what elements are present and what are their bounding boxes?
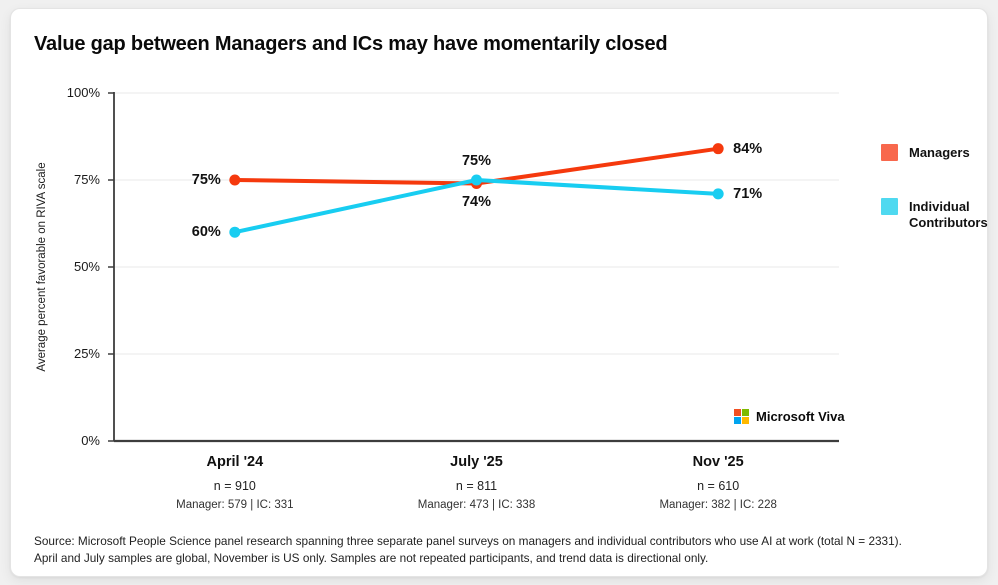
category-breakdown: Manager: 579 | IC: 331 (176, 499, 294, 511)
category-sample-size: n = 811 (455, 479, 498, 493)
microsoft-logo-square-blue (734, 417, 741, 424)
x-category-july-25: July '25 n = 811 Manager: 473 | IC: 338 (418, 454, 535, 511)
microsoft-logo-square-red (734, 409, 741, 416)
chart-card: Value gap between Managers and ICs may h… (10, 8, 988, 577)
managers-value-label-april-24: 75% (191, 172, 221, 188)
category-label: July '25 (450, 454, 503, 470)
y-tick-label-75: 75% (73, 172, 100, 187)
source-line-2: April and July samples are global, Novem… (34, 551, 709, 565)
legend-label-managers: Managers (909, 145, 970, 160)
microsoft-logo-square-green (742, 409, 749, 416)
managers-swatch (881, 144, 898, 161)
x-category-nov-25: Nov '25 n = 610 Manager: 382 | IC: 228 (659, 454, 776, 511)
individual-contributors-value-label-july-25: 75% (461, 153, 492, 169)
managers-point-april-24 (229, 174, 241, 186)
microsoft-logo-square-yellow (742, 417, 749, 424)
line-chart (108, 92, 839, 443)
individual-contributors-value-label-april-24: 60% (191, 224, 221, 241)
microsoft-viva-label: Microsoft Viva (756, 409, 845, 424)
category-breakdown: Manager: 473 | IC: 338 (417, 499, 536, 511)
managers-point-nov-25 (712, 143, 724, 155)
chart-title: Value gap between Managers and ICs may h… (34, 33, 668, 55)
legend-item-individual-contributors: Individual Contributors (881, 198, 988, 230)
managers-value-label-july-25: 74% (461, 194, 492, 211)
managers-value-label-nov-25: 84% (733, 140, 763, 157)
y-tick-label-0: 0% (81, 433, 100, 448)
y-tick-label-25: 25% (73, 346, 100, 361)
category-label: Nov '25 (692, 454, 744, 470)
source-note: Source: Microsoft People Science panel r… (34, 533, 902, 567)
source-line-1: Source: Microsoft People Science panel r… (34, 534, 902, 548)
category-sample-size: n = 610 (697, 479, 740, 493)
y-tick-label-50: 50% (73, 259, 100, 274)
legend-item-managers: Managers (881, 144, 981, 161)
y-tick-label-100: 100% (66, 85, 100, 100)
plot-area: Average percent favorable on RIVA scale … (11, 9, 989, 578)
individual-contributors-point-july-25 (471, 174, 482, 186)
legend: Managers Individual Contributors (881, 144, 988, 267)
category-label: April '24 (206, 454, 264, 470)
individual-contributors-value-label-nov-25: 71% (733, 185, 763, 202)
individual-contributors-point-april-24 (229, 226, 241, 238)
x-category-april-24: April '24 n = 910 Manager: 579 | IC: 331 (176, 454, 293, 511)
category-breakdown: Manager: 382 | IC: 228 (659, 499, 777, 511)
category-sample-size: n = 910 (213, 479, 256, 493)
legend-label-individual-contributors: Individual Contributors (909, 199, 988, 230)
microsoft-logo-icon (734, 409, 749, 424)
microsoft-viva-branding: Microsoft Viva (734, 409, 845, 424)
individual-contributors-point-nov-25 (712, 188, 724, 200)
individual-contributors-swatch (881, 198, 898, 215)
